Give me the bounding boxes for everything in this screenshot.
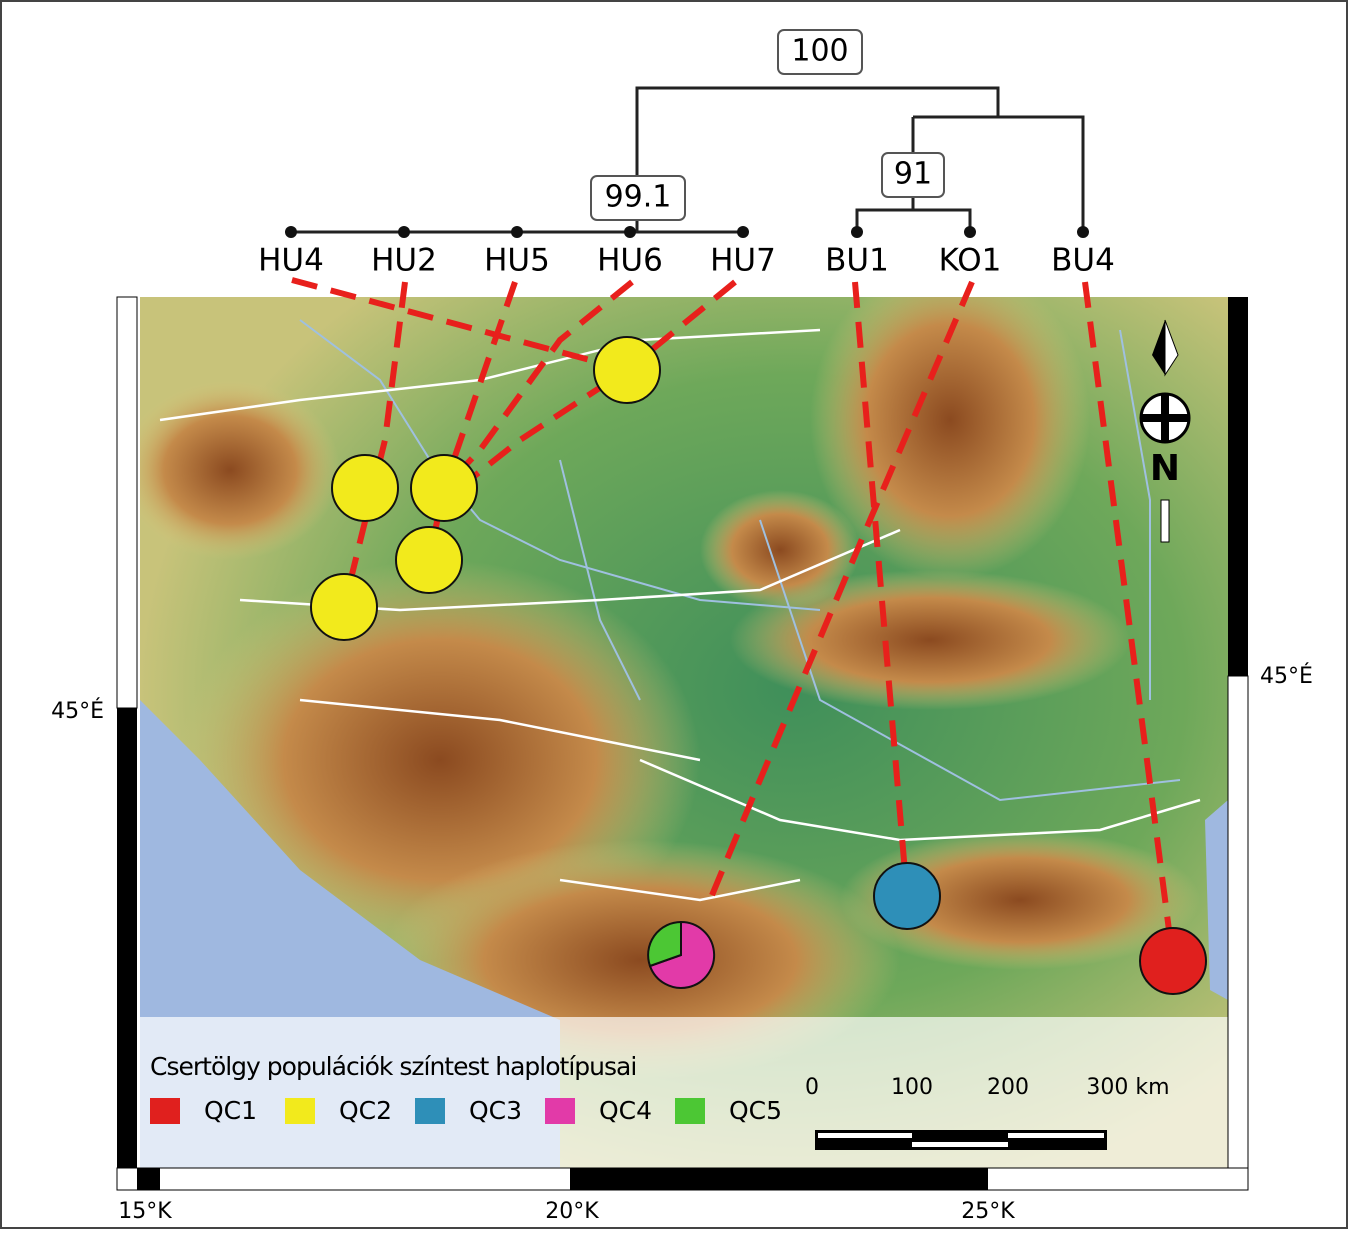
latitude-label: 45°É [51,698,104,724]
scale-bar [815,1130,1107,1150]
leaf-label: KO1 [939,243,1002,279]
population-circle [594,337,660,403]
leaf-label: HU4 [258,243,324,279]
support-value: 100 [791,34,848,69]
population-circle [396,527,462,593]
scale-label: 300 km [1086,1075,1169,1100]
latitude-label: 45°É [1260,663,1313,689]
scale-label: 100 [891,1075,933,1100]
leaf-label: HU6 [597,243,663,279]
legend-label: QC4 [599,1096,652,1125]
figure: N 100 99.1 91 15°K 20°K 25°K 45°É 45°É C… [0,0,1348,1229]
population-circle [1140,928,1206,994]
svg-text:N: N [1150,448,1180,489]
legend-label: QC3 [469,1096,522,1125]
legend-swatch [415,1098,445,1124]
support-value: 99.1 [605,180,672,215]
legend-swatch [285,1098,315,1124]
dendrogram [291,88,1083,232]
scale-label: 0 [805,1075,819,1100]
scale-label: 200 [987,1075,1029,1100]
legend-label: QC5 [729,1096,782,1125]
leaf-label: HU7 [710,243,776,279]
legend-label: QC2 [339,1096,392,1125]
population-circle [411,455,477,521]
longitude-label: 20°K [545,1199,599,1224]
longitude-label: 25°K [961,1199,1015,1224]
legend-title: Csertölgy populációk színtest haplotípus… [150,1052,636,1081]
support-value: 91 [894,157,932,192]
legend-label: QC1 [204,1096,257,1125]
leaf-label: BU1 [825,243,889,279]
leaf-label: BU4 [1051,243,1115,279]
leaf-label: HU5 [484,243,550,279]
population-circle [332,455,398,521]
legend-swatch [150,1098,180,1124]
longitude-label: 15°K [118,1199,172,1224]
population-circle [874,863,940,929]
legend-swatch [545,1098,575,1124]
legend-swatch [675,1098,705,1124]
leaf-label: HU2 [371,243,437,279]
population-circle [311,574,377,640]
map [120,260,1228,1168]
